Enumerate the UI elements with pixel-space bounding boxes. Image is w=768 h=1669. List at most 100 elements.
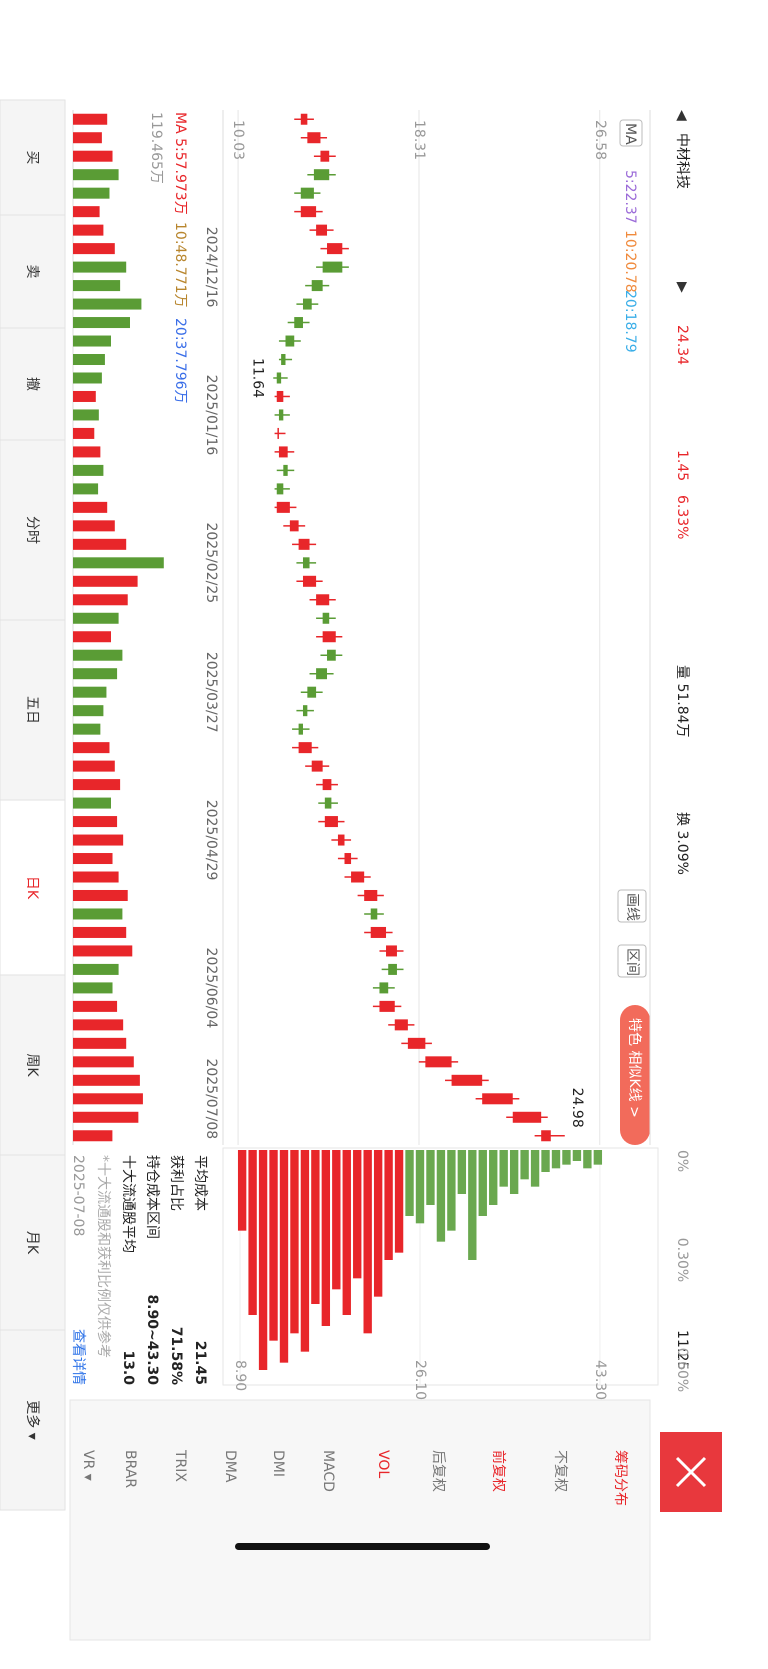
tab-label: 更多 ▾ <box>24 1400 41 1439</box>
candle-body <box>311 280 323 292</box>
chip-bar <box>447 1150 456 1231</box>
tab-label: 五日 <box>24 696 40 724</box>
date-label: 2025/07/08 <box>203 1058 219 1139</box>
volume-bar <box>73 1074 140 1086</box>
volume-bar <box>73 483 99 495</box>
stat-value: 71.58% <box>168 1327 184 1385</box>
candle-body <box>294 317 303 329</box>
side-menu-item[interactable]: 后复权 <box>430 1450 447 1492</box>
chip-bar <box>499 1150 508 1187</box>
candle-body <box>379 1000 395 1012</box>
stat-label: 十大流通股平均 <box>120 1155 136 1253</box>
y-tick-label: 18.31 <box>411 120 427 160</box>
candle-body <box>512 1111 542 1123</box>
volume-bar <box>72 779 121 791</box>
turnover: 换 3.09% <box>674 812 691 875</box>
volume-legend: 10:48.771万 <box>172 222 188 308</box>
prev-stock[interactable]: ◀ <box>674 110 690 121</box>
home-indicator <box>235 1543 490 1550</box>
volume-bar <box>73 224 104 236</box>
chip-bar <box>593 1150 603 1165</box>
chip-bar <box>426 1150 435 1205</box>
chip-y-label: 26.10 <box>412 1360 428 1400</box>
candle-body <box>316 224 328 236</box>
chip-bar <box>363 1150 372 1334</box>
chip-bar <box>394 1150 404 1253</box>
candle-body <box>337 834 345 846</box>
chip-bar <box>541 1150 550 1172</box>
chip-bar <box>489 1150 498 1205</box>
candle-body <box>281 354 286 366</box>
stat-label: 平均成本 <box>192 1155 208 1211</box>
volume-bar <box>73 113 108 125</box>
candle-body <box>276 390 284 402</box>
chip-bar <box>478 1150 487 1216</box>
date-label: 2025/02/25 <box>203 522 219 603</box>
chip-bar <box>583 1150 592 1169</box>
side-menu-item[interactable]: DMI <box>270 1450 286 1477</box>
stat-value: 21.45 <box>192 1341 208 1385</box>
chip-x-label: 0% <box>674 1150 690 1172</box>
volume-bar <box>72 169 119 181</box>
chip-bar <box>248 1150 257 1315</box>
volume-bar <box>72 557 164 569</box>
close-icon <box>675 1456 707 1488</box>
volume-bar <box>73 908 123 920</box>
tab[interactable] <box>0 1329 66 1511</box>
side-menu-item[interactable]: BRAR <box>122 1450 138 1488</box>
side-menu-item[interactable]: 不复权 <box>552 1450 569 1492</box>
side-menu-item[interactable]: 筹码分布 <box>612 1450 629 1506</box>
chip-bar <box>509 1150 519 1194</box>
y-tick-label: 26.58 <box>592 120 608 160</box>
side-menu-item[interactable]: MACD <box>320 1450 336 1492</box>
candle-body <box>283 464 288 476</box>
volume-bar <box>73 797 111 809</box>
chip-bar <box>321 1150 331 1326</box>
range-button[interactable] <box>617 944 647 978</box>
candle-body <box>386 945 397 957</box>
candle-body <box>327 243 343 255</box>
detail-link[interactable]: 查看详情 <box>70 1329 86 1385</box>
side-menu-item[interactable]: 前复权 <box>490 1450 507 1492</box>
ma-box[interactable] <box>619 119 643 147</box>
chip-bar <box>530 1150 540 1187</box>
stat-label: 获利占比 <box>168 1155 184 1211</box>
candle-body <box>302 705 308 717</box>
change-pct: 6.33% <box>674 495 690 539</box>
side-menu-item[interactable]: VR ▾ <box>80 1450 96 1481</box>
stock-name: 中材科技 <box>674 133 690 189</box>
candle-body <box>322 612 330 624</box>
tab-label: 日K <box>24 876 40 900</box>
candle-body <box>276 372 282 384</box>
candle-body <box>324 797 332 809</box>
side-menu-item[interactable]: TRIX <box>172 1449 188 1482</box>
chip-panel <box>222 1147 659 1386</box>
next-stock[interactable]: ▶ <box>674 282 690 293</box>
candle-body <box>322 779 332 791</box>
volume-bar <box>73 631 111 643</box>
tab-label: 卖 <box>24 265 40 279</box>
volume-bar <box>73 409 99 421</box>
volume-bar <box>73 853 113 865</box>
chip-x-label: 0.60% <box>674 1348 690 1392</box>
stat-label: 持仓成本区间 <box>144 1155 160 1239</box>
chip-bar <box>457 1150 467 1194</box>
volume-bar <box>72 243 115 255</box>
volume-bar <box>73 335 111 347</box>
volume-bar <box>72 834 124 846</box>
chip-bar <box>562 1150 571 1165</box>
volume-bar <box>72 612 119 624</box>
candle-body <box>307 686 317 698</box>
candle-body <box>324 816 338 828</box>
price: 24.34 <box>674 325 690 365</box>
draw-button[interactable] <box>617 889 647 923</box>
side-menu-item[interactable]: VOL <box>375 1450 391 1478</box>
candle-body <box>320 150 330 162</box>
ma5: 5:22.37 <box>622 170 638 224</box>
low-label: 11.64 <box>249 358 265 398</box>
side-menu-item[interactable]: DMA <box>222 1450 238 1483</box>
feature-pill[interactable] <box>620 1005 650 1145</box>
